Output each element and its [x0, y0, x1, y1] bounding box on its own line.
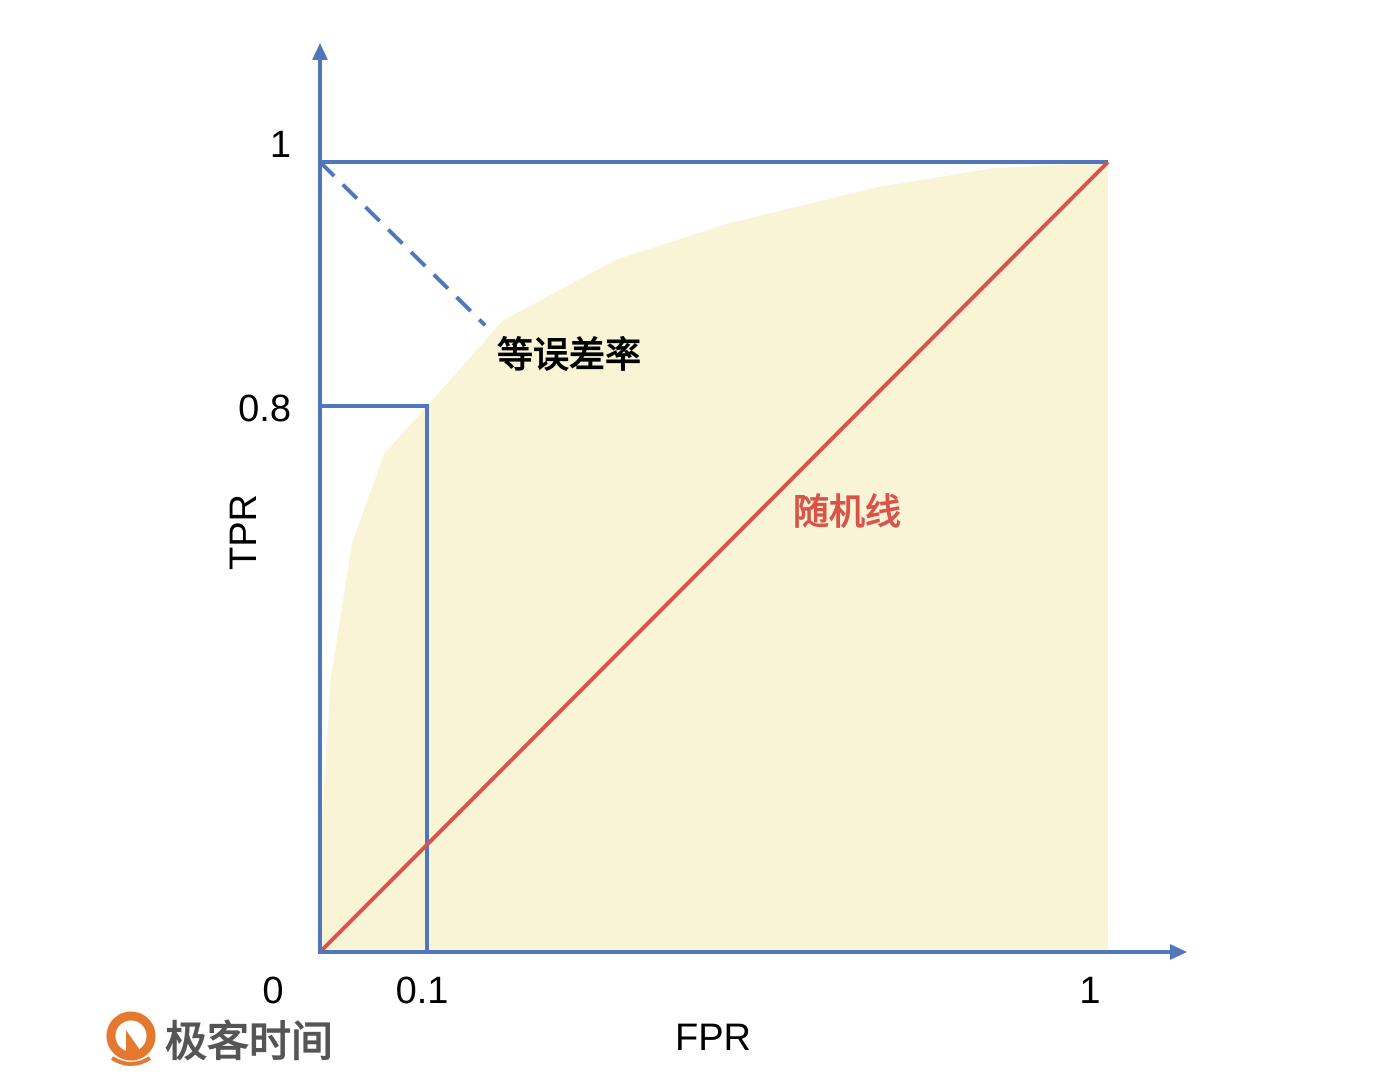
x-axis-arrow-icon: [1170, 944, 1187, 960]
y-axis-arrow-icon: [312, 43, 328, 60]
random-line: [318, 160, 1110, 954]
x-axis-label: FPR: [675, 1017, 751, 1059]
logo-text: 极客时间: [165, 1017, 333, 1066]
y-tick-label: 1: [270, 124, 291, 166]
logo-icon-tail: [126, 1030, 140, 1058]
logo-icon: [106, 1011, 156, 1061]
x-tick-label: 0.1: [396, 970, 449, 1012]
x-tick-label: 1: [1079, 970, 1100, 1012]
random-line-label: 随机线: [793, 492, 901, 533]
eer-label: 等误差率: [497, 335, 641, 376]
eer-line: [318, 160, 487, 327]
logo-icon-base: [110, 1056, 152, 1066]
y-axis-label: TPR: [223, 494, 265, 570]
operating-point-guide: [320, 404, 429, 952]
x-tick-label: 0: [262, 970, 283, 1012]
y-tick-label: 0.8: [238, 388, 291, 430]
